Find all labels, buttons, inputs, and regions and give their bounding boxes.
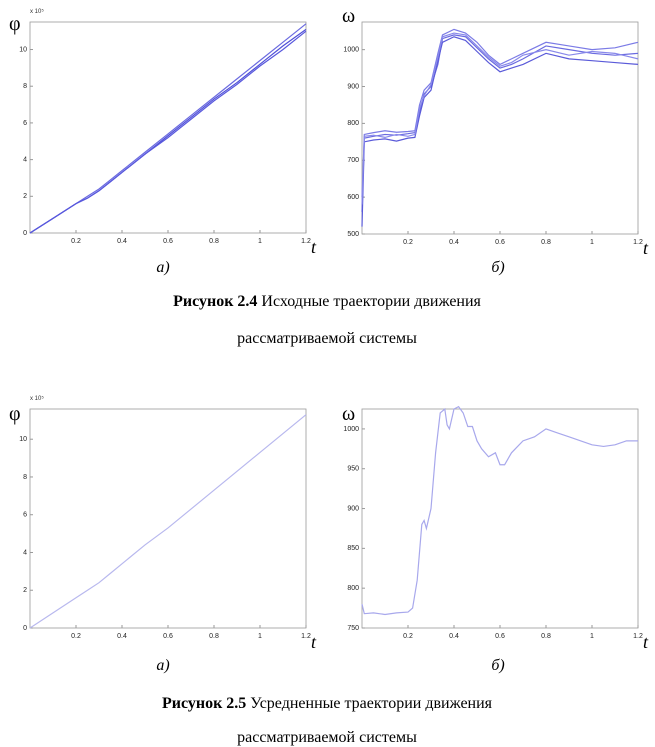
sublabel: а) [156,259,169,276]
series-line [29,414,307,629]
x-tick-label: 1.2 [633,239,643,246]
x-tick-label: 0.6 [163,238,173,245]
y-tick-label: 750 [347,625,359,632]
caption-text: Усредненные траектории движения [250,695,492,712]
figure-label: Рисунок 2.5 [162,695,246,712]
y-axis-label: ω [342,403,355,425]
x-tick-label: 0.8 [541,239,551,246]
y-tick-label: 600 [347,194,359,201]
sublabel: б) [491,657,504,674]
x-axis-label: t [311,632,317,652]
x-tick-label: 0.8 [541,633,551,640]
y-exponent: x 10⁵ [30,395,44,402]
y-tick-label: 0 [23,625,27,632]
x-tick-label: 1.2 [301,238,311,245]
x-tick-label: 1.2 [301,633,311,640]
y-tick-label: 2 [23,193,27,200]
y-tick-label: 950 [347,466,359,473]
x-axis-label: t [311,237,317,257]
y-tick-label: 8 [23,83,27,90]
y-tick-label: 900 [347,83,359,90]
y-tick-label: 4 [23,549,27,556]
figure-caption-line2: рассматриваемой системы [237,330,417,347]
plot-frame [361,408,639,629]
x-tick-label: 0.2 [403,239,413,246]
figure-caption: Рисунок 2.5 Усредненные траектории движе… [162,695,493,712]
figure-caption: Рисунок 2.4 Исходные траектории движения [173,293,481,310]
y-tick-label: 6 [23,120,27,127]
x-tick-label: 0.2 [403,633,413,640]
y-tick-label: 1000 [343,46,359,53]
y-tick-label: 4 [23,156,27,163]
y-axis-label: φ [9,403,21,425]
y-tick-label: 500 [347,231,359,238]
y-tick-label: 6 [23,512,27,519]
x-tick-label: 0.8 [209,238,219,245]
series-line [361,405,638,616]
series-line [29,30,307,234]
y-tick-label: 700 [347,157,359,164]
y-tick-label: 2 [23,587,27,594]
series-line [361,36,639,227]
x-tick-label: 1 [258,633,262,640]
series-line [361,28,639,198]
x-tick-label: 1 [590,633,594,640]
figure-caption-line2: рассматриваемой системы [237,729,417,746]
y-exponent: x 10⁵ [30,8,44,15]
x-tick-label: 1.2 [633,633,643,640]
y-tick-label: 0 [23,230,27,237]
y-tick-label: 8 [23,474,27,481]
y-tick-label: 10 [19,46,27,53]
figure-label: Рисунок 2.4 [173,293,257,310]
x-tick-label: 0.4 [449,239,459,246]
x-tick-label: 0.6 [163,633,173,640]
y-tick-label: 1000 [343,426,359,433]
x-tick-label: 0.4 [117,238,127,245]
caption-text: Исходные траектории движения [261,293,481,310]
sublabel: б) [491,259,504,276]
x-axis-label: t [643,632,649,652]
x-tick-label: 0.4 [449,633,459,640]
y-tick-label: 900 [347,505,359,512]
y-tick-label: 800 [347,120,359,127]
plot-frame [29,21,307,234]
y-axis-label: φ [9,13,21,35]
x-tick-label: 0.2 [71,633,81,640]
series-line [361,32,639,205]
x-tick-label: 0.8 [209,633,219,640]
y-tick-label: 850 [347,545,359,552]
y-tick-label: 800 [347,585,359,592]
x-tick-label: 0.6 [495,239,505,246]
x-axis-label: t [643,238,649,258]
y-axis-label: ω [342,5,355,27]
plot-frame [29,408,307,629]
x-tick-label: 1 [258,238,262,245]
x-tick-label: 0.2 [71,238,81,245]
sublabel: а) [156,657,169,674]
x-tick-label: 0.6 [495,633,505,640]
plot-frame [361,21,639,235]
x-tick-label: 1 [590,239,594,246]
x-tick-label: 0.4 [117,633,127,640]
y-tick-label: 10 [19,436,27,443]
